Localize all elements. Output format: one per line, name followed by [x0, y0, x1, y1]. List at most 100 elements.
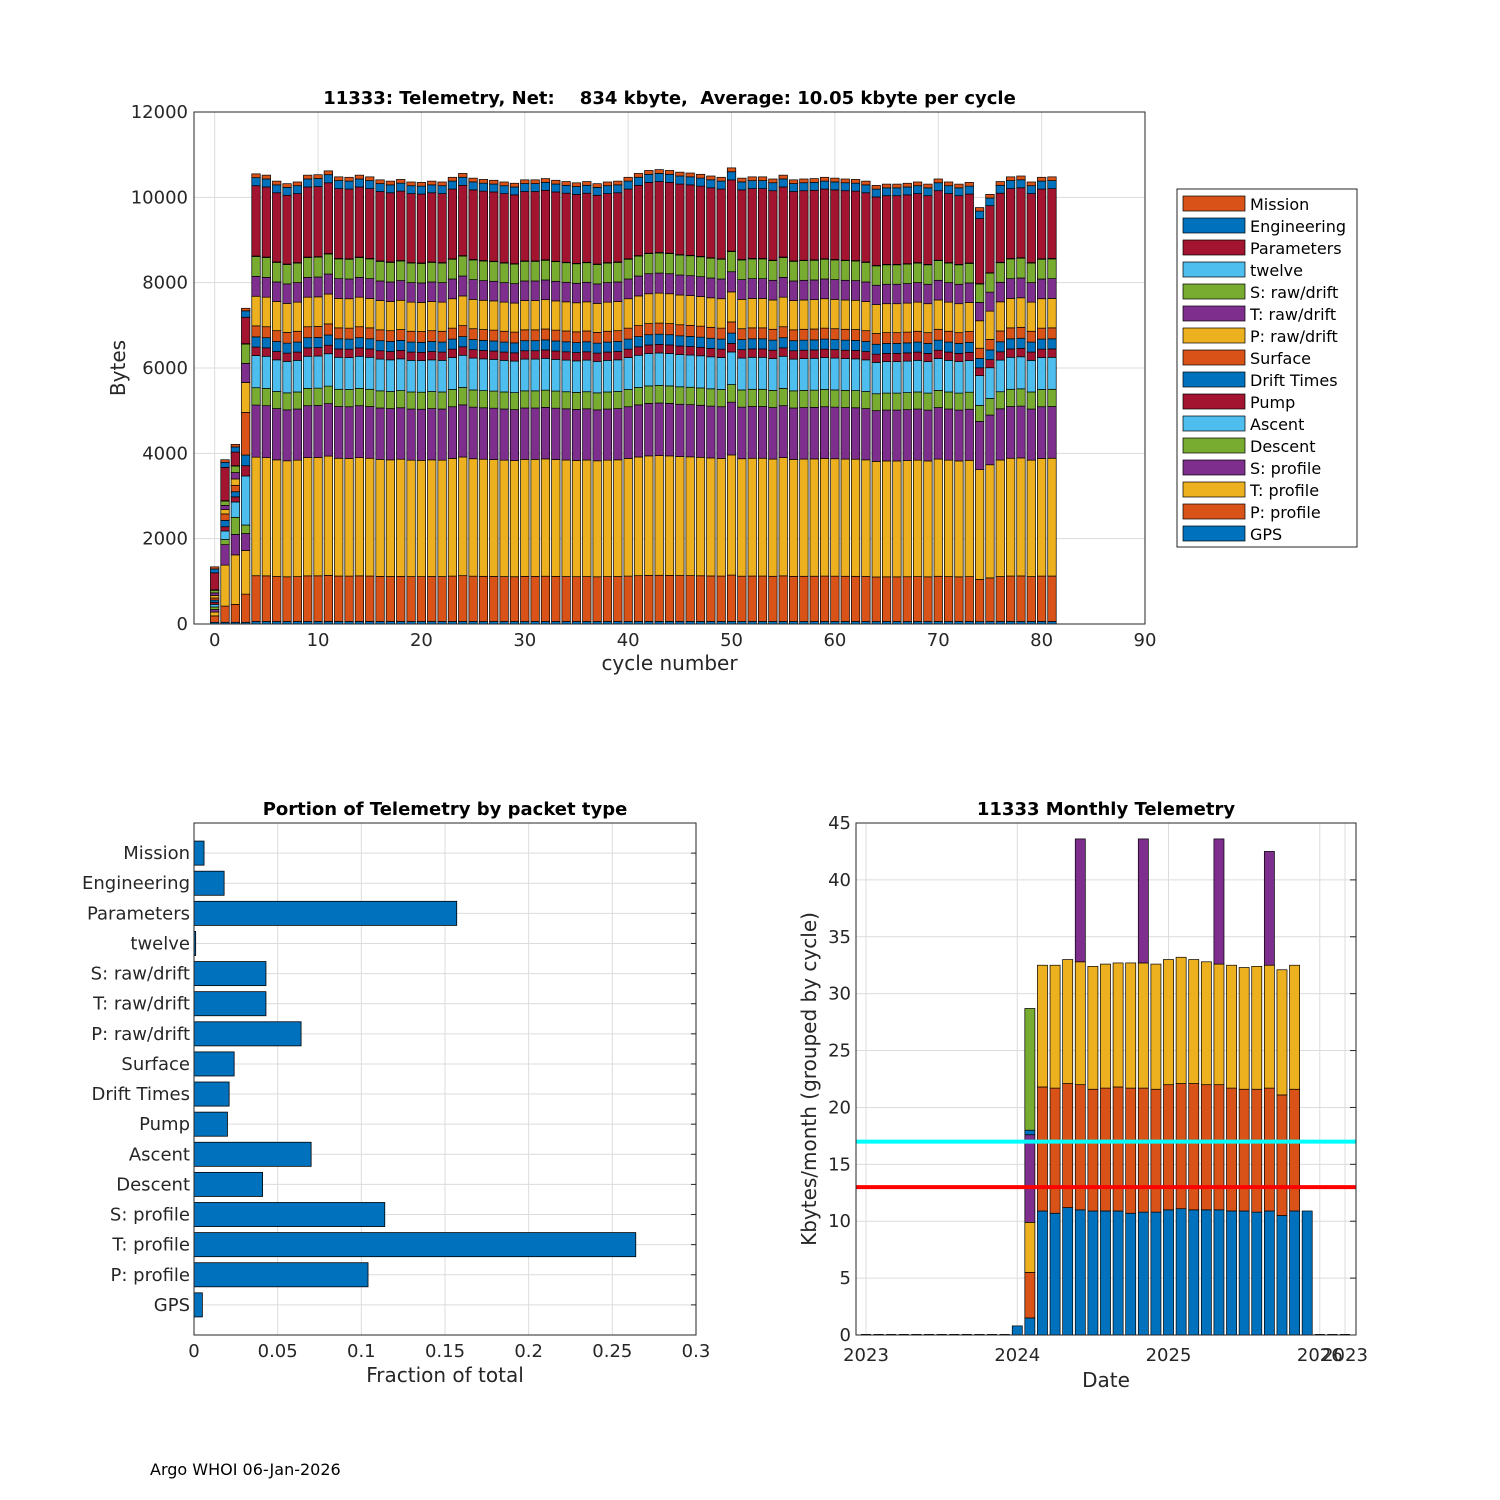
cycle-bar-segment: [375, 390, 385, 409]
cycle-bar-segment: [241, 465, 251, 477]
plot2-frame: [193, 822, 697, 1336]
cycle-bar-segment: [871, 265, 881, 286]
legend-swatch: [1182, 217, 1246, 234]
cycle-bar-segment: [334, 388, 344, 407]
cycle-bar-segment: [458, 255, 468, 277]
cycle-bar-segment: [303, 575, 313, 622]
month-bar-segment: [1049, 1212, 1061, 1336]
cycle-bar-segment: [592, 183, 602, 188]
cycle-bar-segment: [303, 326, 313, 339]
cycle-bar-segment: [303, 186, 313, 258]
cycle-bar-segment: [251, 173, 261, 179]
cycle-bar-segment: [706, 575, 716, 622]
legend-swatch: [1182, 459, 1246, 476]
cycle-bar-segment: [354, 355, 364, 389]
plot3-frame: [855, 822, 1357, 1336]
cycle-bar-segment: [313, 575, 323, 622]
cycle-bar-segment: [303, 388, 313, 407]
packet-type-label: Engineering: [82, 873, 190, 894]
cycle-bar-segment: [850, 182, 861, 192]
cycle-bar-segment: [520, 390, 530, 409]
cycle-bar-segment: [365, 176, 375, 181]
cycle-bar-segment: [788, 280, 799, 301]
cycle-bar-segment: [437, 360, 447, 393]
cycle-bar-segment: [272, 192, 282, 263]
cycle-bar-segment: [954, 576, 964, 622]
cycle-bar-segment: [881, 353, 892, 362]
cycle-bar-segment: [1006, 258, 1016, 279]
cycle-bar-segment: [933, 279, 943, 301]
cycle-bar-segment: [282, 460, 292, 578]
cycle-bar-segment: [613, 281, 623, 302]
cycle-bar-segment: [871, 461, 881, 578]
cycle-bar-segment: [1037, 327, 1047, 340]
cycle-bar-segment: [664, 575, 675, 622]
cycle-bar-segment: [840, 328, 850, 341]
cycle-bar-segment: [716, 258, 726, 280]
cycle-bar-segment: [654, 333, 664, 345]
packet-type-label: T: raw/drift: [92, 994, 190, 1015]
cycle-bar-segment: [923, 195, 933, 265]
month-bar-segment: [1087, 966, 1099, 1090]
cycle-bar-segment: [540, 389, 551, 408]
cycle-bar-segment: [975, 218, 985, 284]
cycle-bar-segment: [427, 341, 437, 352]
cycle-bar-segment: [489, 390, 499, 409]
cycle-bar-segment: [406, 360, 416, 393]
cycle-bar-segment: [706, 179, 716, 189]
cycle-bar-segment: [933, 260, 943, 281]
cycle-bar-segment: [530, 280, 540, 301]
cycle-bar-segment: [644, 170, 654, 175]
cycle-bar-segment: [582, 408, 592, 461]
cycle-bar-segment: [757, 388, 768, 407]
cycle-bar-segment: [530, 350, 540, 360]
cycle-bar-segment: [230, 478, 240, 486]
cycle-bar-segment: [726, 454, 737, 576]
cycle-bar-segment: [871, 393, 881, 412]
cycle-bar-segment: [1006, 388, 1016, 407]
cycle-bar-segment: [427, 281, 437, 302]
cycle-bar-segment: [530, 407, 540, 460]
cycle-bar-segment: [354, 257, 364, 278]
cycle-bar-segment: [850, 260, 861, 281]
cycle-bar-segment: [675, 456, 685, 576]
cycle-bar-segment: [1006, 338, 1016, 350]
cycle-bar-segment: [1047, 327, 1057, 340]
packet-type-label: GPS: [154, 1295, 190, 1316]
cycle-bar-segment: [1037, 338, 1047, 350]
cycle-bar-segment: [819, 327, 830, 340]
cycle-bar-segment: [747, 176, 757, 181]
cycle-bar-segment: [396, 179, 406, 184]
cycle-bar-segment: [1016, 575, 1026, 622]
cycle-bar-segment: [1006, 327, 1016, 340]
cycle-bar-segment: [1016, 326, 1026, 339]
cycle-bar-segment: [571, 576, 582, 622]
cycle-bar-segment: [561, 330, 571, 343]
cycle-bar-segment: [468, 458, 478, 577]
cycle-bar-segment: [778, 174, 788, 180]
cycle-bar-segment: [447, 188, 458, 260]
legend-entry: Surface: [1250, 349, 1311, 368]
cycle-bar-segment: [230, 554, 240, 605]
month-bar-segment: [1074, 1209, 1086, 1336]
cycle-bar-segment: [964, 331, 974, 343]
cycle-bar-segment: [1016, 257, 1026, 279]
cycle-bar-segment: [747, 356, 757, 390]
cycle-bar-segment: [571, 282, 582, 304]
cycle-bar-segment: [1016, 457, 1026, 577]
cycle-bar-segment: [912, 301, 923, 332]
cycle-bar-segment: [644, 323, 654, 336]
cycle-bar-segment: [1006, 278, 1016, 299]
cycle-bar-segment: [975, 469, 985, 580]
legend-swatch: [1182, 393, 1246, 410]
cycle-bar-segment: [292, 341, 302, 353]
cycle-bar-segment: [251, 575, 261, 622]
cycle-bar-segment: [458, 336, 468, 348]
cycle-bar-segment: [365, 327, 375, 340]
month-bar-segment: [1188, 1209, 1200, 1336]
cycle-bar-segment: [871, 188, 881, 198]
cycle-bar-segment: [1016, 405, 1026, 459]
packet-fraction-bar: [193, 1111, 228, 1137]
cycle-bar-segment: [220, 505, 230, 511]
cycle-bar-segment: [985, 197, 995, 207]
